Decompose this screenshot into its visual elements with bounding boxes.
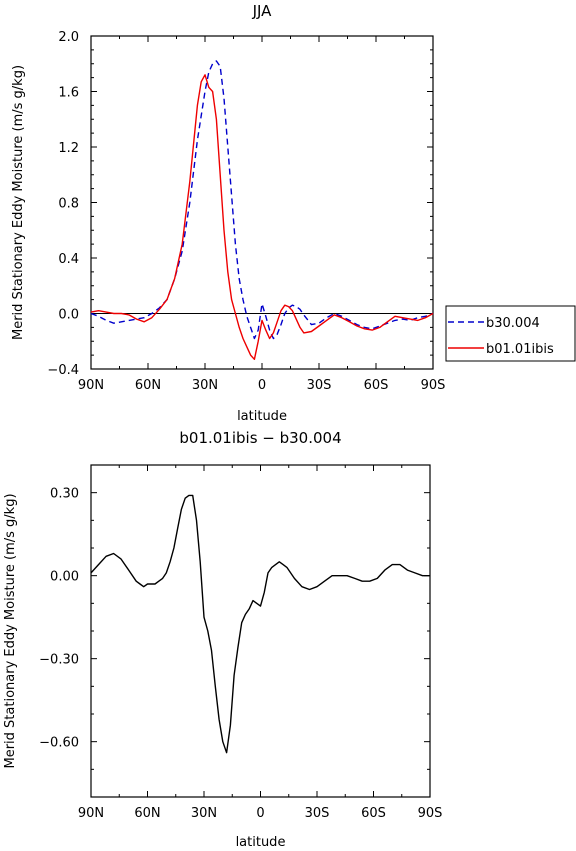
x-tick-label: 0: [258, 378, 266, 393]
y-tick-label: 1.6: [58, 86, 79, 101]
y-tick-label: −0.60: [39, 736, 79, 751]
y-tick-label: 0.0: [58, 308, 79, 323]
legend-label: b01.01ibis: [486, 342, 554, 357]
y-tick-label: −0.4: [47, 363, 79, 378]
y-tick-label: −0.30: [39, 653, 79, 668]
x-tick-label: 60S: [364, 378, 389, 393]
plot-frame: [90, 35, 434, 370]
x-tick-label: 30N: [192, 378, 218, 393]
x-axis-label: latitude: [237, 409, 287, 424]
x-tick-label: 90N: [78, 378, 104, 393]
chart-1: JJA 90N 60N 30N 0 30S 60S 90S −0.4 0.0 0.4 0.8 1.2 1.…: [11, 2, 576, 424]
chart-title: JJA: [252, 2, 273, 20]
x-tick-label: 90N: [78, 806, 104, 821]
x-tick-label: 60S: [361, 806, 386, 821]
y-tick-label: 0.8: [58, 197, 79, 212]
chart-2: b01.01ibis − b30.004 90N 60N 30N 0 30S 60S 90S −…: [3, 429, 442, 850]
legend: b30.004 b01.01ibis: [445, 305, 576, 362]
series-line-1: [90, 494, 430, 754]
x-tick-label: 60N: [134, 806, 160, 821]
x-tick-label: 90S: [421, 378, 446, 393]
y-axis-label: Merid Stationary Eddy Moisture (m/s g/kg…: [11, 65, 26, 340]
x-tick-label: 30S: [307, 378, 332, 393]
y-tick-label: 0.00: [50, 570, 79, 585]
x-tick-label: 60N: [135, 378, 161, 393]
series-line-2: [90, 74, 434, 360]
y-tick-label: 0.30: [50, 487, 79, 502]
x-tick-label: 0: [256, 806, 264, 821]
y-axis-label: Merid Stationary Eddy Moisture (m/s g/kg…: [3, 493, 18, 768]
x-axis-label: latitude: [236, 835, 286, 850]
y-tick-label: 0.4: [58, 252, 79, 267]
x-tick-label: 30S: [305, 806, 330, 821]
legend-label: b30.004: [486, 316, 540, 331]
y-tick-label: 2.0: [58, 30, 79, 45]
x-tick-label: 30N: [191, 806, 217, 821]
chart-title: b01.01ibis − b30.004: [179, 429, 341, 447]
series-line-1: [90, 60, 434, 340]
legend-box: [445, 305, 576, 362]
y-tick-label: 1.2: [58, 141, 79, 156]
plot-frame: [90, 464, 431, 798]
x-tick-label: 90S: [418, 806, 443, 821]
